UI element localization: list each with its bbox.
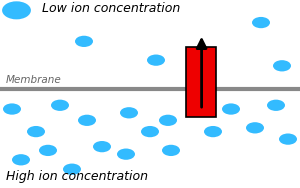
Circle shape bbox=[78, 115, 96, 126]
Circle shape bbox=[2, 1, 31, 19]
Circle shape bbox=[3, 103, 21, 115]
Bar bbox=[186, 47, 216, 117]
Circle shape bbox=[117, 149, 135, 160]
Circle shape bbox=[120, 107, 138, 118]
Circle shape bbox=[252, 17, 270, 28]
Circle shape bbox=[39, 145, 57, 156]
Circle shape bbox=[222, 103, 240, 115]
Circle shape bbox=[162, 145, 180, 156]
Circle shape bbox=[267, 100, 285, 111]
Circle shape bbox=[93, 141, 111, 152]
Circle shape bbox=[63, 164, 81, 175]
Circle shape bbox=[51, 100, 69, 111]
Circle shape bbox=[279, 133, 297, 145]
Text: Membrane: Membrane bbox=[6, 75, 62, 85]
Circle shape bbox=[159, 115, 177, 126]
Circle shape bbox=[12, 154, 30, 165]
Circle shape bbox=[246, 122, 264, 133]
Text: Low ion concentration: Low ion concentration bbox=[42, 2, 180, 15]
Circle shape bbox=[147, 55, 165, 66]
Circle shape bbox=[273, 60, 291, 71]
Circle shape bbox=[27, 126, 45, 137]
Text: High ion concentration: High ion concentration bbox=[6, 170, 148, 183]
Circle shape bbox=[186, 100, 204, 111]
Circle shape bbox=[141, 126, 159, 137]
Circle shape bbox=[204, 126, 222, 137]
Circle shape bbox=[75, 36, 93, 47]
